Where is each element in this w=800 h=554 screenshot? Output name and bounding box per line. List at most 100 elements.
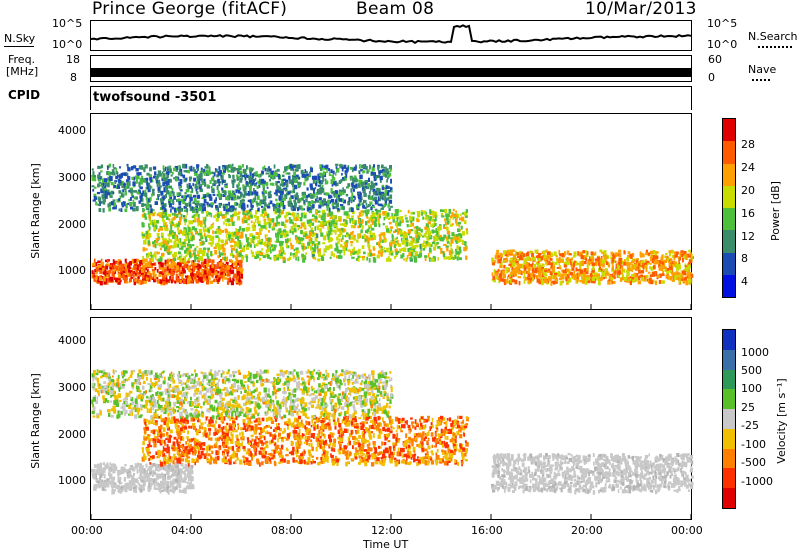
heatmap-cell: [546, 251, 550, 255]
heatmap-cell: [346, 242, 348, 248]
heatmap-cell: [531, 277, 534, 282]
heatmap-cell: [615, 267, 618, 271]
heatmap-cell: [115, 168, 118, 172]
heatmap-cell: [134, 190, 138, 193]
heatmap-cell: [160, 190, 164, 196]
heatmap-cell: [231, 238, 235, 243]
heatmap-cell: [528, 268, 531, 274]
heatmap-cell: [367, 220, 371, 224]
heatmap-cell: [198, 248, 202, 252]
heatmap-cell: [159, 198, 163, 201]
heatmap-cell: [306, 219, 310, 223]
heatmap-cell: [335, 255, 339, 259]
heatmap-cell: [232, 194, 236, 198]
heatmap-cell: [369, 185, 373, 190]
heatmap-cell: [308, 219, 312, 224]
heatmap-cell: [149, 167, 152, 172]
heatmap-cell: [157, 187, 160, 192]
heatmap-cell: [495, 276, 499, 279]
heatmap-cell: [639, 271, 643, 274]
heatmap-cell: [671, 279, 675, 282]
power-panel: [90, 113, 694, 310]
heatmap-cell: [327, 199, 330, 205]
heatmap-cell: [394, 255, 396, 260]
heatmap-cell: [310, 218, 314, 221]
heatmap-cell: [539, 271, 542, 276]
heatmap-cell: [306, 177, 309, 181]
heatmap-cell: [645, 274, 649, 278]
heatmap-cell: [299, 237, 304, 241]
heatmap-cell: [163, 187, 166, 192]
heatmap-cell: [105, 259, 107, 263]
heatmap-cell: [258, 223, 261, 227]
heatmap-cell: [393, 213, 396, 216]
heatmap-cell: [185, 195, 187, 200]
heatmap-cell: [457, 251, 461, 255]
heatmap-cell: [194, 265, 198, 268]
heatmap-cell: [286, 245, 290, 249]
noise-left-tick-bottom: 10^0: [52, 38, 83, 51]
heatmap-cell: [571, 273, 575, 278]
heatmap-cell: [235, 228, 238, 231]
heatmap-cell: [529, 277, 533, 281]
heatmap-cell: [645, 249, 648, 253]
heatmap-cell: [251, 254, 255, 258]
freq-tick-top: 18: [66, 53, 80, 66]
heatmap-cell: [314, 198, 317, 201]
heatmap-cell: [312, 204, 315, 209]
heatmap-cell: [382, 169, 385, 172]
heatmap-cell: [297, 164, 301, 170]
heatmap-cell: [512, 262, 516, 267]
heatmap-cell: [235, 257, 239, 261]
heatmap-cell: [166, 227, 169, 232]
heatmap-cell: [180, 271, 183, 275]
heatmap-cell: [386, 190, 390, 193]
heatmap-cell: [218, 203, 222, 208]
heatmap-cell: [243, 173, 248, 177]
heatmap-cell: [237, 182, 240, 185]
heatmap-cell: [589, 273, 593, 277]
heatmap-cell: [294, 197, 297, 200]
heatmap-cell: [269, 246, 271, 251]
heatmap-cell: [163, 244, 167, 249]
heatmap-cell: [220, 271, 224, 274]
heatmap-cell: [167, 279, 170, 282]
heatmap-cell: [513, 268, 515, 272]
heatmap-cell: [101, 186, 105, 191]
heatmap-cell: [119, 477, 122, 480]
heatmap-cell: [160, 199, 164, 203]
heatmap-cell: [273, 172, 277, 177]
heatmap-cell: [195, 231, 198, 234]
heatmap-cell: [591, 256, 594, 261]
heatmap-cell: [352, 252, 356, 255]
heatmap-cell: [236, 174, 239, 177]
heatmap-cell: [351, 183, 353, 187]
heatmap-cell: [289, 229, 292, 234]
heatmap-cell: [320, 215, 324, 220]
heatmap-cell: [189, 207, 193, 212]
heatmap-cell: [338, 195, 340, 200]
heatmap-cell: [280, 195, 283, 201]
heatmap-cell: [299, 182, 302, 185]
heatmap-cell: [245, 233, 247, 238]
heatmap-cell: [373, 164, 375, 168]
heatmap-cell: [440, 209, 443, 213]
heatmap-cell: [205, 229, 208, 232]
heatmap-cell: [444, 222, 448, 226]
heatmap-cell: [423, 233, 427, 238]
heatmap-cell: [157, 179, 161, 183]
heatmap-cell: [360, 229, 363, 234]
heatmap-cell: [202, 226, 205, 232]
heatmap-cell: [352, 230, 354, 234]
heatmap-cell: [255, 210, 258, 215]
heatmap-cell: [124, 191, 127, 196]
heatmap-cell: [647, 271, 651, 274]
heatmap-cell: [642, 265, 645, 269]
heatmap-cell: [205, 280, 210, 285]
heatmap-cell: [254, 235, 257, 240]
heatmap-cell: [228, 234, 232, 238]
heatmap-cell: [212, 272, 215, 275]
heatmap-cell: [172, 234, 175, 239]
heatmap-cell: [430, 244, 433, 247]
heatmap-cell: [427, 232, 431, 236]
